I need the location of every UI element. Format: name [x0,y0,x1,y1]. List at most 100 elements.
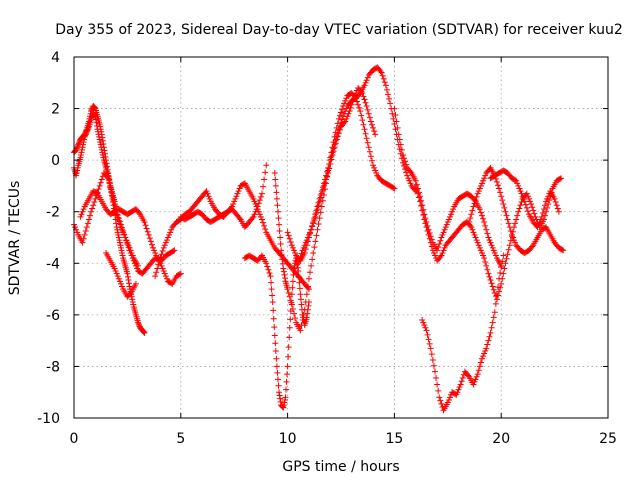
data-point [286,235,293,242]
data-point [428,243,435,250]
data-point [370,124,377,131]
data-point [82,131,89,138]
data-point [95,128,102,135]
data-point [496,185,503,192]
data-point [230,200,237,207]
data-point [303,314,310,321]
data-point [129,255,136,262]
data-point [555,208,562,215]
data-point [458,378,465,385]
data-point [320,182,327,189]
data-point [459,375,466,382]
data-point [115,234,122,241]
data-point [130,257,137,264]
data-point [95,131,102,138]
data-point [330,148,337,155]
data-point [300,311,307,318]
data-point [91,104,98,111]
data-point [365,144,372,151]
data-point [326,165,333,172]
data-point [135,320,142,327]
data-point [425,336,432,343]
data-point [288,301,295,308]
data-point [290,271,297,278]
data-point [258,190,265,197]
data-point [430,362,437,369]
data-point [146,235,153,242]
data-point [168,226,175,233]
data-point [364,106,371,113]
data-point [481,219,488,226]
data-point [74,167,81,174]
data-point [413,186,420,193]
data-point [273,363,280,370]
data-point [473,193,480,200]
data-point [116,237,123,244]
data-point [294,261,301,268]
data-point [276,389,283,396]
data-point [272,340,279,347]
data-point [284,363,291,370]
data-point [407,180,414,187]
data-point [515,182,522,189]
data-point [529,204,536,211]
data-point [141,219,148,226]
data-point [484,230,491,237]
data-point [350,95,357,102]
data-point [249,215,256,222]
data-point [465,372,472,379]
data-point [73,145,80,152]
data-point [99,149,106,156]
data-point [496,288,503,295]
data-point [142,222,149,229]
data-point [286,293,293,300]
data-point [404,172,411,179]
data-point [292,249,299,256]
data-point [449,208,456,215]
data-point [482,172,489,179]
data-point [438,400,445,407]
data-point [262,169,269,176]
data-point [115,275,122,282]
data-point [364,74,371,81]
data-point [502,260,509,267]
data-point [524,208,531,215]
data-point [481,350,488,357]
data-point [423,327,430,334]
data-point [272,347,279,354]
data-point [324,173,331,180]
data-point [489,244,496,251]
data-point [129,296,136,303]
data-point [420,211,427,218]
data-point [509,234,516,241]
data-point [355,101,362,108]
data-point [529,243,536,250]
data-point [434,381,441,388]
data-point [486,333,493,340]
data-point [390,184,397,191]
data-point [303,291,310,298]
data-point [439,249,446,256]
data-point [361,96,368,103]
data-point [474,371,481,378]
data-point [272,182,279,189]
data-point [427,239,434,246]
data-point [387,100,394,107]
data-point [480,252,487,259]
data-point [82,228,89,235]
data-point [419,202,426,209]
data-point [361,82,368,89]
data-point [163,275,170,282]
data-point [481,175,488,182]
x-tick-label: 25 [599,431,617,447]
data-point [161,270,168,277]
data-point [113,220,120,227]
data-point [520,195,527,202]
data-point [132,280,139,287]
data-point [297,253,304,260]
data-point [162,239,169,246]
chart-title: Day 355 of 2023, Sidereal Day-to-day VTE… [55,22,623,38]
data-point [140,329,147,336]
data-point [476,185,483,192]
